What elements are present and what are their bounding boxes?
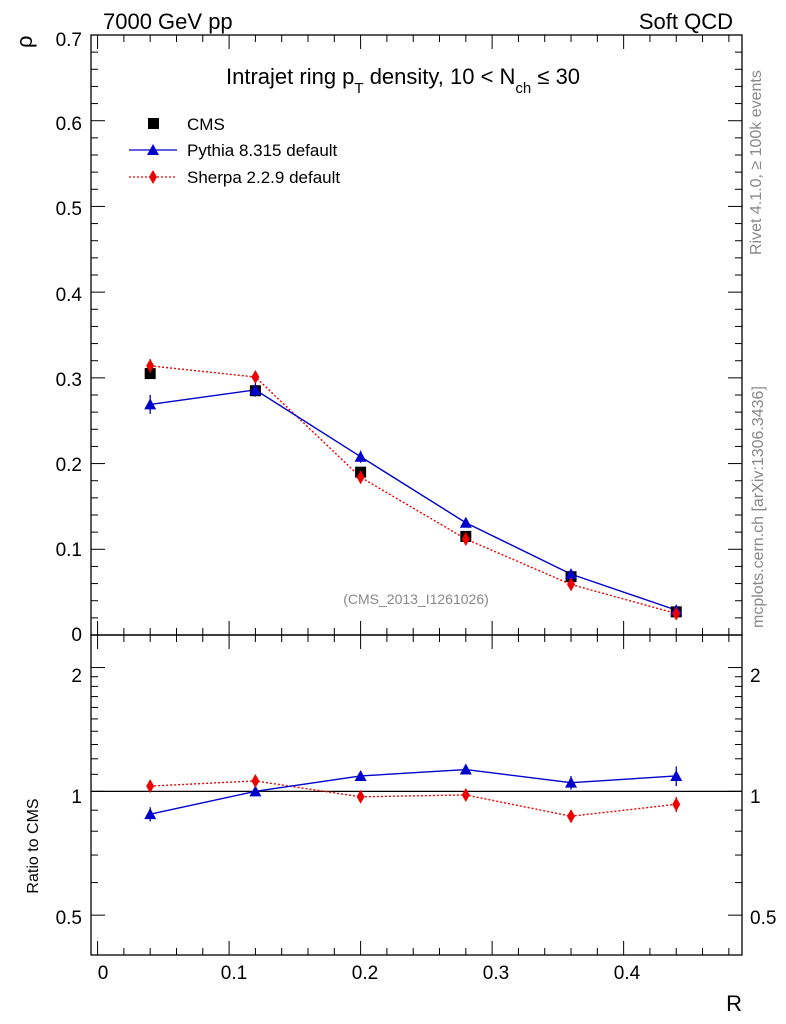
ratio-ytick-label-right: 2 xyxy=(750,666,761,687)
xtick-label: 0 xyxy=(98,963,109,984)
ratio-pythia-point xyxy=(670,769,683,781)
sherpa-point xyxy=(251,370,260,384)
ratio-panel-frame xyxy=(90,634,743,956)
ratio-ytick-label: 1 xyxy=(71,787,82,808)
ratio-pythia-point xyxy=(354,769,367,781)
ytick-label: 0.2 xyxy=(56,455,82,476)
ratio-ytick-label-right: 1 xyxy=(750,787,761,808)
pythia-point xyxy=(354,450,367,462)
ratio-sherpa-line xyxy=(150,780,677,817)
xtick-label: 0.4 xyxy=(614,963,641,984)
ratio-ytick-label: 2 xyxy=(71,666,82,687)
ratio-ytick-label: 0.5 xyxy=(56,908,82,929)
main-title: Intrajet ring pT density, 10 < Nch ≤ 30 xyxy=(226,64,580,97)
category-label: Soft QCD xyxy=(639,9,733,34)
legend-cms-marker xyxy=(148,118,159,129)
legend-pythia-marker xyxy=(147,144,159,155)
sherpa-point xyxy=(567,577,576,592)
ratio-sherpa-point xyxy=(251,773,260,788)
ratio-pythia-point xyxy=(459,763,472,775)
sherpa-line xyxy=(150,365,677,615)
ytick-label: 0.5 xyxy=(56,199,82,220)
sherpa-point xyxy=(461,532,470,546)
ytick-label-zero: 0 xyxy=(71,625,82,646)
legend-sherpa-marker xyxy=(149,170,157,184)
pythia-point xyxy=(565,568,578,580)
analysis-id: (CMS_2013_I1261026) xyxy=(343,591,489,607)
ratio-sherpa-point xyxy=(567,809,576,824)
ytick-label: 0.4 xyxy=(56,285,83,306)
ytick-label: 0.1 xyxy=(56,540,82,561)
title-end: ≤ 30 xyxy=(531,64,580,89)
sherpa-point xyxy=(356,470,365,485)
xtick-label: 0.1 xyxy=(221,963,247,984)
legend-pythia-label: Pythia 8.315 default xyxy=(187,141,338,160)
pythia-line xyxy=(150,389,677,611)
title-main: Intrajet ring p xyxy=(226,64,354,89)
ratio-pythia-point xyxy=(144,808,157,820)
sherpa-point xyxy=(146,358,155,373)
ytick-label: 0.7 xyxy=(56,30,82,51)
ratio-pythia-line xyxy=(150,768,677,815)
title-sub-t: T xyxy=(354,80,363,97)
pythia-point xyxy=(249,383,262,395)
ratio-sherpa-point xyxy=(461,787,470,802)
pythia-point xyxy=(144,398,157,410)
title-mid: density, 10 < N xyxy=(364,64,516,89)
ratio-sherpa-point xyxy=(356,789,365,804)
ratio-pythia-point xyxy=(249,785,262,797)
legend-cms-label: CMS xyxy=(187,115,225,134)
ratio-pythia-point xyxy=(565,776,578,788)
xtick-label: 0.2 xyxy=(352,963,378,984)
ratio-ytick-label-right: 0.5 xyxy=(750,908,776,929)
ytick-label: 0.6 xyxy=(56,114,82,135)
energy-label: 7000 GeV pp xyxy=(103,9,233,34)
plot-marks xyxy=(90,34,743,956)
legend-sherpa-label: Sherpa 2.2.9 default xyxy=(187,168,340,187)
sherpa-point xyxy=(672,606,681,621)
x-axis-label: R xyxy=(726,991,742,1016)
ratio-sherpa-point xyxy=(146,779,155,794)
mcplots-label: mcplots.cern.ch [arXiv:1306.3436] xyxy=(750,386,767,628)
legend: CMS Pythia 8.315 default Sherpa 2.2.9 de… xyxy=(129,115,340,187)
cms-point xyxy=(144,368,156,380)
main-ylabel: ρ xyxy=(12,35,37,48)
pythia-point xyxy=(459,516,472,528)
ratio-ylabel: Ratio to CMS xyxy=(25,798,42,893)
ratio-sherpa-point xyxy=(672,797,681,812)
ytick-label: 0.3 xyxy=(56,370,82,391)
xtick-label: 0.3 xyxy=(483,963,509,984)
rivet-label: Rivet 4.1.0, ≥ 100k events xyxy=(748,70,765,255)
title-sub-ch: ch xyxy=(515,80,531,97)
